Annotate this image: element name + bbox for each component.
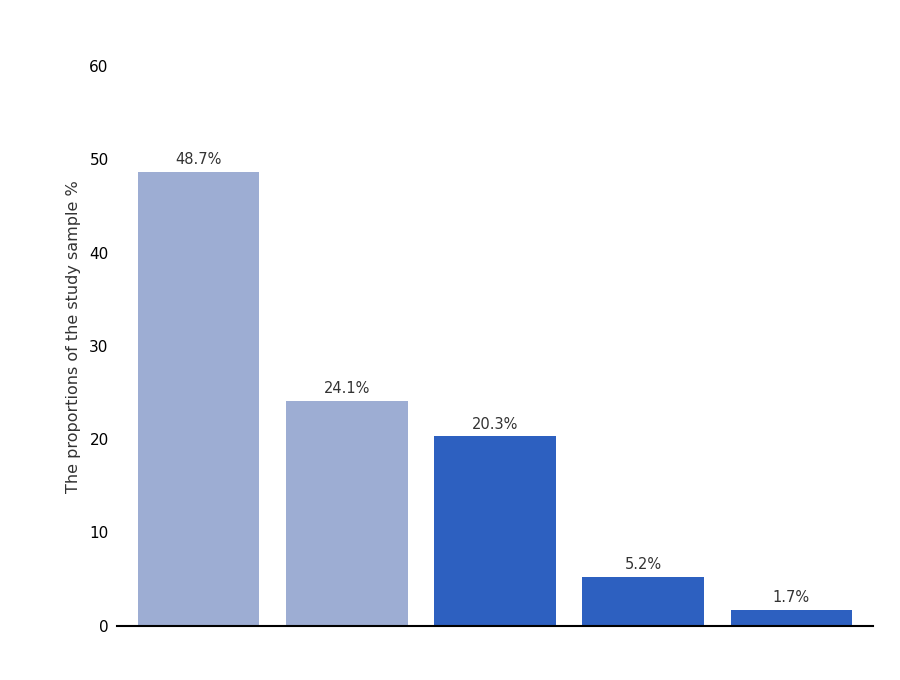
Bar <box>582 577 704 626</box>
Text: 5.2%: 5.2% <box>625 558 662 573</box>
Bar <box>731 610 852 626</box>
Text: 20.3%: 20.3% <box>472 417 518 432</box>
Text: 48.7%: 48.7% <box>176 152 221 167</box>
Text: 1.7%: 1.7% <box>773 590 810 605</box>
Bar <box>286 401 408 626</box>
Y-axis label: The proportions of the study sample %: The proportions of the study sample % <box>66 180 81 493</box>
Bar <box>434 437 556 626</box>
Bar <box>138 171 259 626</box>
Text: 24.1%: 24.1% <box>324 381 370 396</box>
